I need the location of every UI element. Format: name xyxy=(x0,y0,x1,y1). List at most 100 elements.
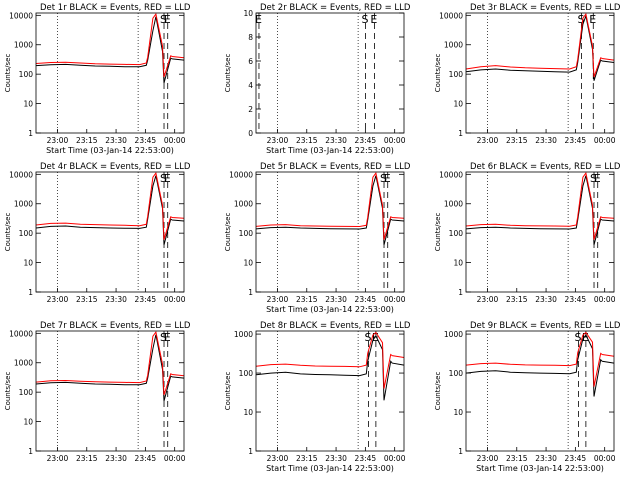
y-tick-label: 10 xyxy=(243,259,253,268)
flag-marker-label: S xyxy=(160,172,167,185)
y-axis-label: Counts/sec xyxy=(224,213,232,252)
x-tick-label: 00:00 xyxy=(384,295,406,304)
y-axis-label: Counts/sec xyxy=(4,54,12,93)
y-tick-label: 1000 xyxy=(444,41,463,50)
x-tick-label: 23:30 xyxy=(105,454,127,463)
x-tick-label: 23:30 xyxy=(325,136,347,145)
x-tick-label: 23:15 xyxy=(506,295,528,304)
y-tick-label: 10 xyxy=(453,100,463,109)
plot-frame xyxy=(255,330,405,452)
x-tick-label: 23:00 xyxy=(477,136,499,145)
x-axis-label: Start Time (03-Jan-14 22:53:00) xyxy=(266,146,394,155)
series-line-lld xyxy=(465,331,615,387)
flag-marker-label: S xyxy=(380,172,387,185)
x-tick-label: 00:00 xyxy=(384,454,406,463)
series-line-lld xyxy=(465,12,615,78)
x-tick-label: 23:45 xyxy=(135,454,157,463)
y-tick-label: 10000 xyxy=(229,170,253,179)
x-tick-label: 00:00 xyxy=(594,454,616,463)
x-tick-label: 23:45 xyxy=(355,136,377,145)
y-tick-label: 1 xyxy=(248,447,253,456)
y-tick-label: 100 xyxy=(239,369,254,378)
flag-marker-label: E xyxy=(384,172,391,185)
x-tick-label: 23:00 xyxy=(47,136,69,145)
y-tick-label: 100 xyxy=(19,70,34,79)
y-tick-label: 100 xyxy=(449,70,464,79)
y-axis-label: Counts/sec xyxy=(224,372,232,411)
flag-marker-label: E xyxy=(589,13,596,26)
series-line-lld xyxy=(35,171,185,240)
series-line-lld xyxy=(255,171,405,240)
y-tick-label: 10000 xyxy=(9,11,33,20)
panel-title: Det 9r BLACK = Events, RED = LLD xyxy=(470,321,621,331)
x-tick-label: 23:00 xyxy=(267,295,289,304)
y-tick-label: 1 xyxy=(458,288,463,297)
y-tick-label: 1 xyxy=(248,288,253,297)
x-tick-label: 23:30 xyxy=(535,136,557,145)
series-line-events xyxy=(465,334,615,397)
y-tick-label: 1000 xyxy=(234,200,253,209)
y-tick-label: 1 xyxy=(28,288,33,297)
y-axis-label: Counts/sec xyxy=(434,372,442,411)
x-tick-label: 23:45 xyxy=(565,295,587,304)
flag-marker-label: S xyxy=(160,13,167,26)
series-line-events xyxy=(35,334,185,402)
y-tick-label: 10 xyxy=(453,259,463,268)
flag-marker-label: S xyxy=(590,172,597,185)
plot-frame xyxy=(35,12,185,134)
x-tick-label: 23:30 xyxy=(535,295,557,304)
y-tick-label: 1 xyxy=(458,129,463,138)
x-tick-label: 23:45 xyxy=(355,454,377,463)
y-axis-label: Counts/sec xyxy=(434,54,442,93)
x-tick-label: 00:00 xyxy=(594,136,616,145)
x-tick-label: 23:00 xyxy=(477,454,499,463)
x-axis-label: Start Time (03-Jan-14 22:53:00) xyxy=(266,305,394,314)
panel-title: Det 7r BLACK = Events, RED = LLD xyxy=(40,321,191,331)
y-tick-label: 100 xyxy=(239,229,254,238)
y-tick-label: 8 xyxy=(248,33,253,42)
plot-frame xyxy=(35,330,185,452)
x-tick-label: 00:00 xyxy=(164,454,186,463)
series-line-events xyxy=(465,175,615,246)
series-line-events xyxy=(255,175,405,246)
flag-marker-label: E xyxy=(164,172,171,185)
x-axis-label: Start Time (03-Jan-14 22:53:00) xyxy=(266,464,394,473)
x-tick-label: 23:15 xyxy=(76,136,98,145)
x-tick-label: 23:45 xyxy=(565,136,587,145)
y-tick-label: 100 xyxy=(19,229,34,238)
detector-panel-3: Det 3r BLACK = Events, RED = LLD Counts/s… xyxy=(434,3,621,145)
detector-panel-9: Det 9r BLACK = Events, RED = LLD Counts/s… xyxy=(434,321,621,473)
y-tick-label: 1000 xyxy=(444,330,463,339)
flag-marker-label: E xyxy=(582,331,589,344)
plot-frame xyxy=(465,330,615,452)
x-axis-label: Start Time (03-Jan-14 22:53:00) xyxy=(46,146,174,155)
x-tick-label: 23:15 xyxy=(76,454,98,463)
detector-panel-4: Det 4r BLACK = Events, RED = LLD Counts/s… xyxy=(4,162,191,304)
flag-marker-label: E xyxy=(255,13,262,26)
panel-title: Det 6r BLACK = Events, RED = LLD xyxy=(470,162,621,172)
series-line-lld xyxy=(35,12,185,78)
x-tick-label: 23:30 xyxy=(105,136,127,145)
x-tick-label: 00:00 xyxy=(164,295,186,304)
x-tick-label: 23:30 xyxy=(325,295,347,304)
x-tick-label: 23:15 xyxy=(506,136,528,145)
y-tick-label: 100 xyxy=(449,369,464,378)
x-tick-label: 23:00 xyxy=(47,454,69,463)
y-axis-label: Counts/sec xyxy=(434,213,442,252)
flag-marker-label: S xyxy=(364,331,371,344)
plot-frame xyxy=(35,171,185,293)
panel-title: Det 2r BLACK = Events, RED = LLD xyxy=(260,3,411,13)
series-line-events xyxy=(465,14,615,81)
x-tick-label: 00:00 xyxy=(384,136,406,145)
y-tick-label: 1000 xyxy=(444,200,463,209)
panel-title: Det 8r BLACK = Events, RED = LLD xyxy=(260,321,411,331)
flag-marker-label: S xyxy=(574,331,581,344)
x-tick-label: 23:00 xyxy=(267,136,289,145)
x-tick-label: 23:00 xyxy=(267,454,289,463)
series-line-lld xyxy=(465,171,615,240)
y-tick-label: 4 xyxy=(248,81,253,90)
y-tick-label: 1000 xyxy=(234,330,253,339)
flag-marker-label: E xyxy=(370,13,377,26)
detector-panel-8: Det 8r BLACK = Events, RED = LLD Counts/s… xyxy=(224,321,411,473)
